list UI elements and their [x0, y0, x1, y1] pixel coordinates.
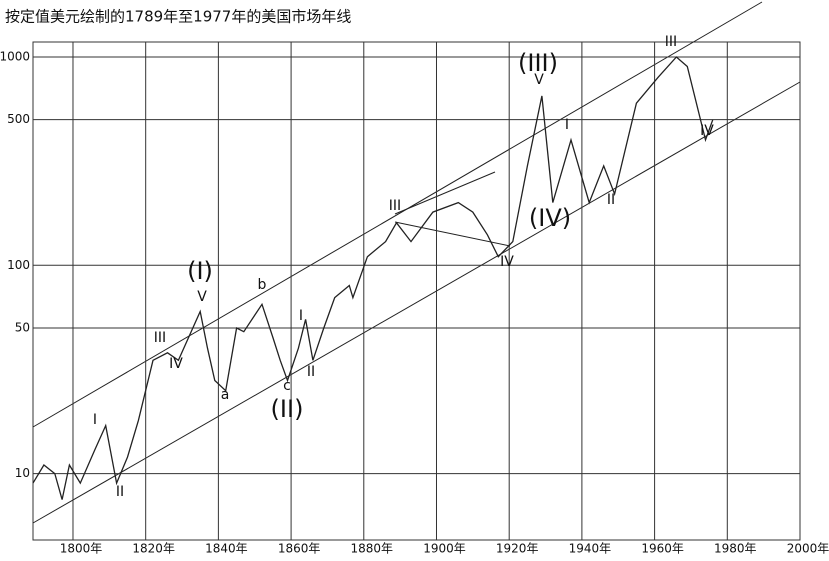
wave-label: II	[116, 484, 124, 500]
x-tick-label: 1880年	[351, 542, 394, 556]
wave-label: (I)	[187, 257, 213, 285]
wave-label: III	[389, 198, 401, 214]
y-tick-label: 1000	[0, 49, 30, 63]
wave-label: IV	[500, 254, 514, 270]
wave-label: (IV)	[529, 204, 571, 232]
x-tick-label: 1820年	[132, 542, 175, 556]
trend-line	[394, 171, 496, 215]
x-tick-label: 1860年	[278, 542, 321, 556]
x-tick-label: 1900年	[423, 542, 466, 556]
wave-label: (II)	[271, 395, 304, 423]
x-tick-label: 1960年	[641, 542, 684, 556]
x-tick-label: 1840年	[205, 542, 248, 556]
y-tick-label: 50	[15, 320, 30, 334]
wave-label: I	[299, 308, 303, 324]
x-tick-label: 2000年	[787, 542, 829, 556]
wave-label: V	[534, 72, 544, 88]
wave-label: III	[665, 34, 677, 50]
x-tick-label: 1980年	[714, 542, 757, 556]
wave-label: V	[197, 289, 207, 305]
wave-label: IV	[169, 356, 183, 372]
wave-label: II	[307, 364, 315, 380]
channel-line-upper	[32, 1, 763, 428]
wave-label: c	[283, 378, 291, 394]
wave-label: I	[93, 412, 97, 428]
wave-label: I	[565, 117, 569, 133]
plot-frame	[32, 41, 801, 541]
y-tick-label: 10	[15, 466, 30, 480]
chart-title: 按定值美元绘制的1789年至1977年的美国市场年线	[5, 8, 351, 26]
y-tick-label: 500	[7, 112, 30, 126]
wave-label: b	[258, 277, 267, 293]
x-tick-label: 1940年	[569, 542, 612, 556]
x-tick-label: 1920年	[496, 542, 539, 556]
trend-line	[394, 221, 511, 247]
wave-label: (III)	[518, 49, 558, 77]
wave-label: IV	[700, 123, 714, 139]
y-tick-label: 100	[7, 258, 30, 272]
channel-line-lower	[32, 81, 801, 524]
wave-label: III	[154, 330, 166, 346]
wave-label: a	[221, 387, 230, 403]
series-line	[32, 56, 714, 500]
wave-label: II	[607, 192, 615, 208]
x-tick-label: 1800年	[60, 542, 103, 556]
